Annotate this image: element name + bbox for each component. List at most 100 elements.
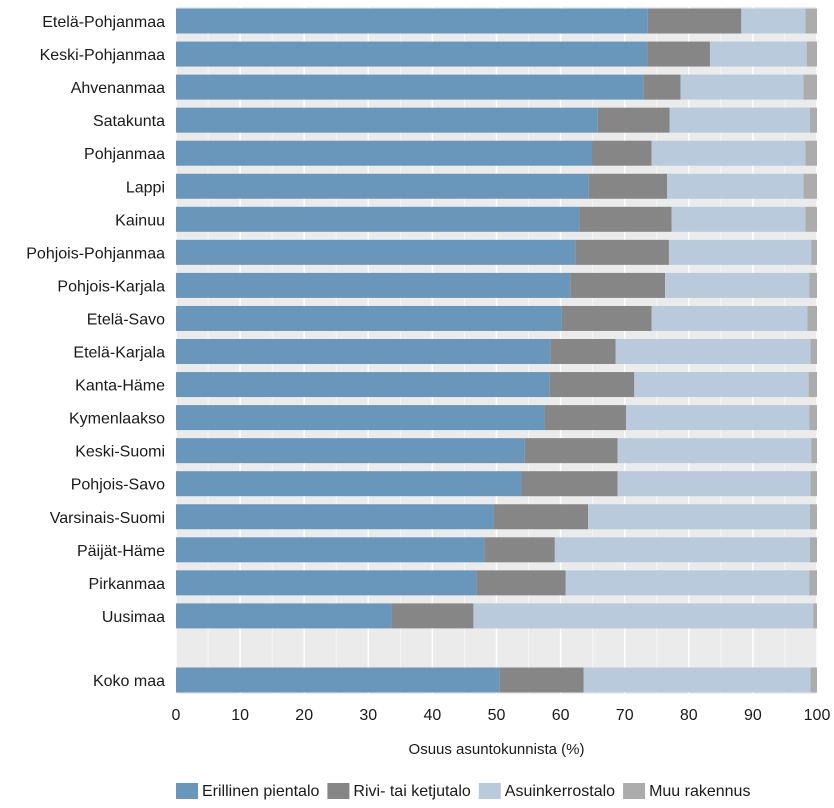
category-label: Pirkanmaa	[89, 576, 166, 593]
bar-segment	[647, 41, 710, 67]
category-label: Kainuu	[115, 212, 165, 229]
legend-swatch	[623, 783, 646, 799]
bar-segment	[665, 272, 810, 298]
bar-segment	[544, 405, 626, 431]
bar-segment	[625, 405, 810, 431]
bar-segment	[176, 372, 550, 398]
bar-segment	[669, 107, 810, 133]
bar-segment	[805, 140, 817, 166]
category-label: Lappi	[126, 179, 165, 196]
bar-segment	[807, 305, 817, 331]
bar-segment	[493, 504, 589, 530]
bar-segment	[176, 173, 589, 199]
bar-segment	[651, 305, 808, 331]
bar-segment	[176, 272, 571, 298]
bar-segment	[803, 173, 817, 199]
bar-segment	[810, 667, 817, 693]
bar-segment	[176, 339, 551, 364]
x-tick-label: 30	[359, 707, 377, 724]
legend: Erillinen pientalo Rivi- tai ketjutalo Asu…	[176, 783, 750, 800]
bar-segment	[651, 140, 806, 166]
legend-label: Rivi- tai ketjutalo	[353, 783, 470, 800]
bar-segment	[579, 206, 672, 232]
bar-segment	[643, 74, 681, 100]
bar-segment	[809, 504, 817, 530]
bar-segment	[647, 8, 742, 34]
x-tick-label: 0	[172, 707, 181, 724]
bar-segment	[810, 339, 817, 364]
bar-segment	[554, 537, 810, 563]
bar-segment	[176, 667, 500, 693]
bar-segment	[811, 438, 817, 464]
category-label: Satakunta	[93, 113, 165, 130]
bar-segment	[809, 107, 817, 133]
legend-swatch	[176, 783, 198, 799]
bar-segment	[680, 74, 804, 100]
bar-segment	[561, 305, 652, 331]
legend-swatch	[327, 783, 350, 799]
legend-label: Erillinen pientalo	[202, 783, 320, 800]
bar-segment	[588, 173, 668, 199]
bar-segment	[808, 372, 817, 398]
bar-segment	[634, 372, 809, 398]
bar-segment	[176, 504, 494, 530]
bar-segment	[549, 372, 635, 398]
category-label: Kymenlaakso	[69, 411, 165, 428]
category-label: Ahvenanmaa	[71, 80, 165, 97]
bar-segment	[806, 41, 817, 67]
category-label: Etelä-Savo	[87, 311, 165, 328]
bar-segment	[521, 471, 618, 497]
bar-segment	[391, 603, 474, 629]
bar-segment	[176, 74, 644, 100]
bar-segment	[583, 667, 811, 693]
x-tick-label: 90	[744, 707, 762, 724]
category-label: Varsinais-Suomi	[50, 510, 165, 527]
x-tick-label: 10	[231, 707, 249, 724]
bar-segment	[484, 537, 555, 563]
bar-segment	[813, 603, 817, 629]
category-label: Etelä-Karjala	[73, 345, 165, 362]
bar-segment	[671, 206, 806, 232]
bar-segment	[588, 504, 810, 530]
bar-segment	[592, 140, 652, 166]
bar-segment	[809, 405, 817, 431]
bar-segment	[176, 405, 545, 431]
bar-segment	[176, 438, 525, 464]
bar-segment	[805, 206, 817, 232]
bar-segment	[709, 41, 807, 67]
bar-segment	[176, 107, 598, 133]
bar-segment	[809, 537, 817, 563]
bar-segment	[597, 107, 670, 133]
x-tick-label: 50	[488, 707, 506, 724]
bar-segment	[668, 239, 812, 265]
category-label: Koko maa	[93, 673, 165, 690]
category-label: Keski-Suomi	[75, 444, 165, 461]
bar-segment	[176, 471, 522, 497]
category-label: Pohjois-Pohjanmaa	[26, 245, 165, 262]
x-tick-label: 100	[804, 707, 831, 724]
bar-segment	[524, 438, 618, 464]
legend-label: Asuinkerrostalo	[505, 783, 615, 800]
bar-segment	[176, 206, 580, 232]
category-label: Etelä-Pohjanmaa	[42, 14, 165, 31]
bar-segment	[550, 339, 616, 364]
bar-segment	[575, 239, 669, 265]
x-tick-labels: 0 10 20 30 40 50 60 70 80 90 100	[172, 707, 831, 724]
bar-segment	[176, 570, 477, 596]
category-label: Pohjois-Savo	[71, 477, 165, 494]
legend-label: Muu rakennus	[649, 783, 750, 800]
bar-segment	[803, 74, 817, 100]
bar-segment	[809, 570, 817, 596]
bar-segment	[565, 570, 810, 596]
category-label: Pohjois-Karjala	[57, 278, 165, 295]
category-label: Pohjanmaa	[84, 146, 165, 163]
x-axis-title: Osuus asuntokunnista (%)	[409, 741, 585, 758]
bar-segment	[809, 272, 817, 298]
x-tick-label: 80	[680, 707, 698, 724]
category-label: Keski-Pohjanmaa	[40, 47, 166, 64]
category-label: Uusimaa	[102, 609, 165, 626]
x-tick-label: 40	[424, 707, 442, 724]
bar-segment	[176, 140, 593, 166]
category-labels: Etelä-Pohjanmaa Keski-Pohjanmaa Ahvenanmaa…	[26, 14, 165, 690]
bar-segment	[176, 603, 392, 629]
